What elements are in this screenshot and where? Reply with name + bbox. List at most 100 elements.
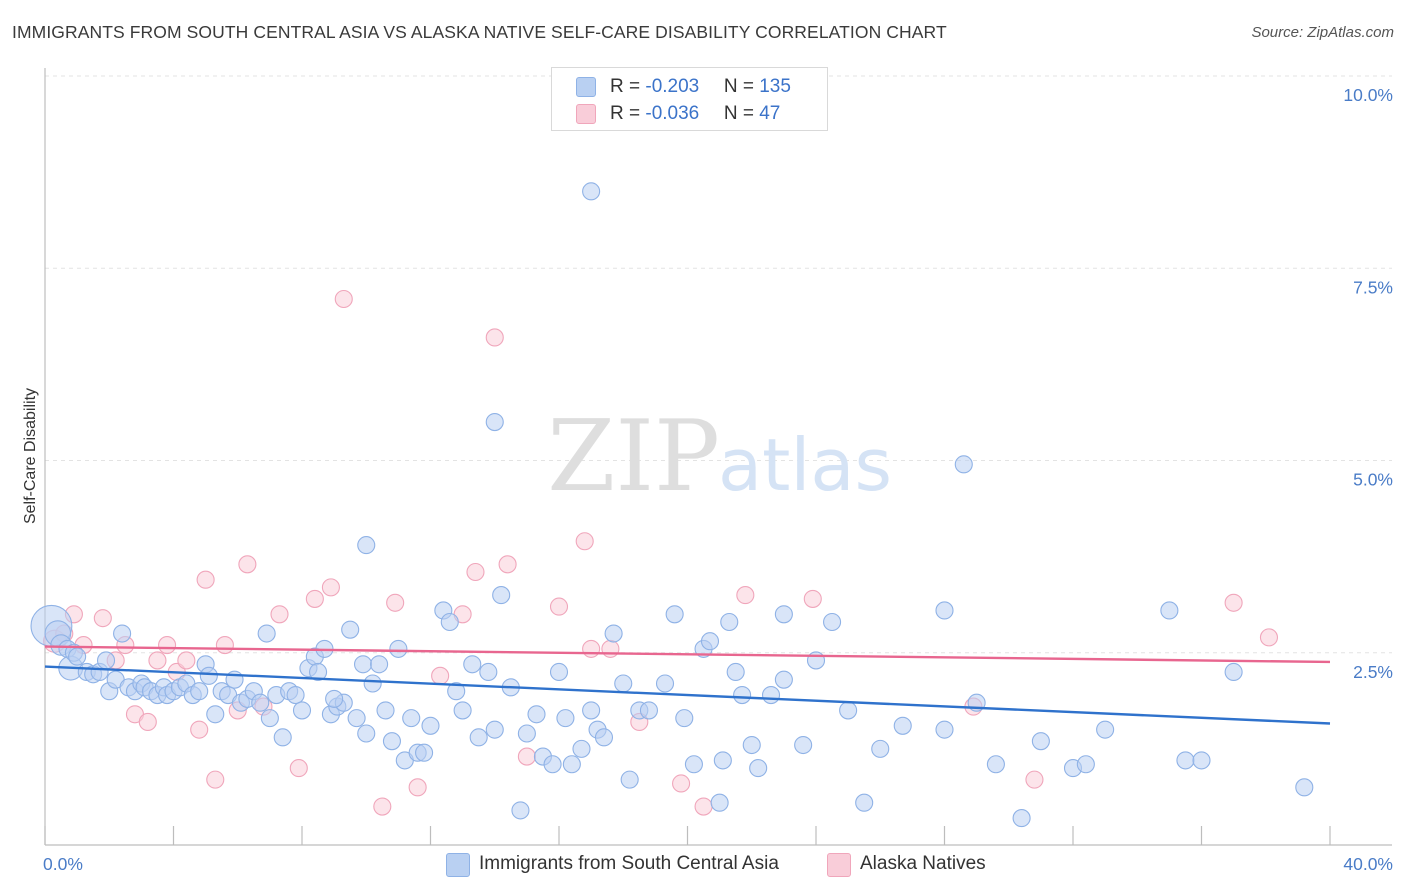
south-central-asia-point	[492, 586, 511, 605]
trend-lines	[44, 645, 1331, 725]
south-central-asia-point	[604, 624, 623, 643]
y-tick-label: 5.0%	[1353, 470, 1393, 490]
alaska-natives-point	[305, 589, 324, 608]
south-central-asia-point	[710, 793, 729, 812]
n-label: N =	[723, 76, 760, 97]
alaska-natives-point	[736, 586, 755, 605]
south-central-asia-point	[517, 724, 536, 743]
south-central-asia-point	[1096, 720, 1115, 739]
south-central-asia-point	[839, 701, 858, 720]
alaska-natives-point	[672, 774, 691, 793]
n-value: 135	[759, 76, 791, 97]
y-tick-label: 10.0%	[1343, 85, 1393, 105]
alaska-natives-point	[466, 562, 485, 582]
watermark-atlas: atlas	[718, 423, 892, 507]
chart-title: IMMIGRANTS FROM SOUTH CENTRAL ASIA VS AL…	[12, 22, 947, 42]
alaska-natives-point	[582, 639, 601, 658]
south-central-asia-point	[382, 732, 402, 751]
south-central-asia-point	[1012, 809, 1031, 828]
south-central-asia-point	[954, 455, 973, 474]
grid-lines	[45, 75, 1392, 654]
legend-label: Alaska Natives	[860, 853, 986, 874]
south-central-asia-point	[1295, 778, 1314, 797]
south-central-asia-point	[675, 709, 694, 728]
south-central-asia-point	[562, 755, 581, 774]
south-central-asia-point	[440, 612, 459, 632]
alaska-natives-point	[517, 747, 536, 766]
alaska-natives-point	[485, 328, 504, 347]
alaska-natives-point	[549, 597, 569, 616]
south-central-asia-point	[655, 674, 675, 693]
south-central-asia-point	[1160, 601, 1179, 620]
south-central-asia-point	[761, 685, 781, 705]
south-central-asia-point	[357, 724, 376, 743]
south-central-asia-point	[1192, 751, 1211, 770]
r-label: R =	[610, 76, 646, 97]
alaska-natives-point	[321, 578, 340, 597]
south-central-asia-point	[1176, 751, 1195, 770]
south-central-asia-point	[341, 620, 360, 639]
alaska-natives-point	[206, 770, 225, 789]
alaska-natives-point	[148, 651, 167, 670]
south-central-asia-point	[257, 624, 276, 643]
south-central-asia-point	[347, 709, 366, 728]
correlation-legend: R = -0.203 N = 135 R = -0.036 N = 47	[551, 67, 828, 131]
watermark-zip: ZIP	[547, 400, 720, 514]
south-central-asia-point	[357, 536, 376, 555]
alaska-natives-point	[1259, 628, 1279, 647]
south-central-asia-point	[774, 605, 793, 624]
south-central-asia-point	[113, 624, 132, 643]
y-tick-label: 7.5%	[1353, 277, 1393, 297]
south-central-asia-point	[806, 651, 826, 670]
south-central-asia-point	[463, 655, 482, 674]
x-tick-label-max: 40.0%	[1343, 854, 1393, 874]
south-central-asia-point	[251, 693, 270, 712]
south-central-asia-point	[823, 612, 842, 632]
south-central-asia-point	[485, 412, 504, 432]
alaska-natives-point	[1224, 593, 1243, 612]
south-central-asia-point	[485, 720, 504, 739]
south-central-asia-point	[871, 739, 890, 758]
alaska-natives-point	[238, 555, 257, 574]
alaska-natives-point	[575, 532, 594, 551]
south-central-asia-point	[594, 728, 614, 747]
south-central-asia-point	[726, 662, 745, 682]
south-central-asia-point	[511, 801, 530, 820]
alaska-natives-point	[803, 589, 822, 608]
south-central-asia-point	[260, 709, 279, 728]
blue-swatch-icon	[446, 853, 470, 877]
pink-swatch-icon	[576, 104, 596, 124]
south-central-asia-point	[986, 755, 1005, 774]
y-axis-label: Self-Care Disability	[22, 388, 39, 524]
south-central-asia-point	[774, 670, 793, 689]
r-label: R =	[610, 103, 646, 124]
alaska-natives-point	[601, 639, 620, 658]
south-central-asia-point	[402, 709, 421, 728]
south-central-asia-point	[639, 701, 659, 720]
south-central-asia-point	[742, 735, 761, 755]
alaska-natives-point	[177, 651, 196, 670]
south-central-asia-point	[733, 685, 752, 705]
south-central-asia-point	[855, 793, 874, 812]
south-central-asia-point	[286, 685, 305, 705]
south-central-asia-point	[1031, 732, 1050, 751]
south-central-asia-point	[479, 662, 498, 682]
south-central-asia-point	[447, 682, 466, 701]
alaska-natives-point	[694, 797, 713, 816]
r-value: -0.203	[645, 76, 700, 97]
south-central-asia-point	[543, 755, 562, 774]
alaska-natives-point	[270, 605, 289, 624]
south-central-asia-point	[527, 705, 546, 724]
alaska-natives-point	[408, 778, 427, 797]
south-central-asia-point	[453, 701, 472, 720]
south-central-asia-point	[376, 701, 395, 720]
south-central-asia-point	[935, 601, 954, 620]
series-legend: Immigrants from South Central Asia Alask…	[0, 852, 1406, 878]
south-central-asia-point	[353, 655, 373, 674]
alaska-natives-trend-line	[44, 645, 1331, 664]
x-tick-label-min: 0.0%	[43, 854, 83, 874]
alaska-natives-point	[289, 759, 308, 778]
alaska-natives-point	[196, 570, 215, 589]
alaska-natives-point	[138, 712, 157, 732]
